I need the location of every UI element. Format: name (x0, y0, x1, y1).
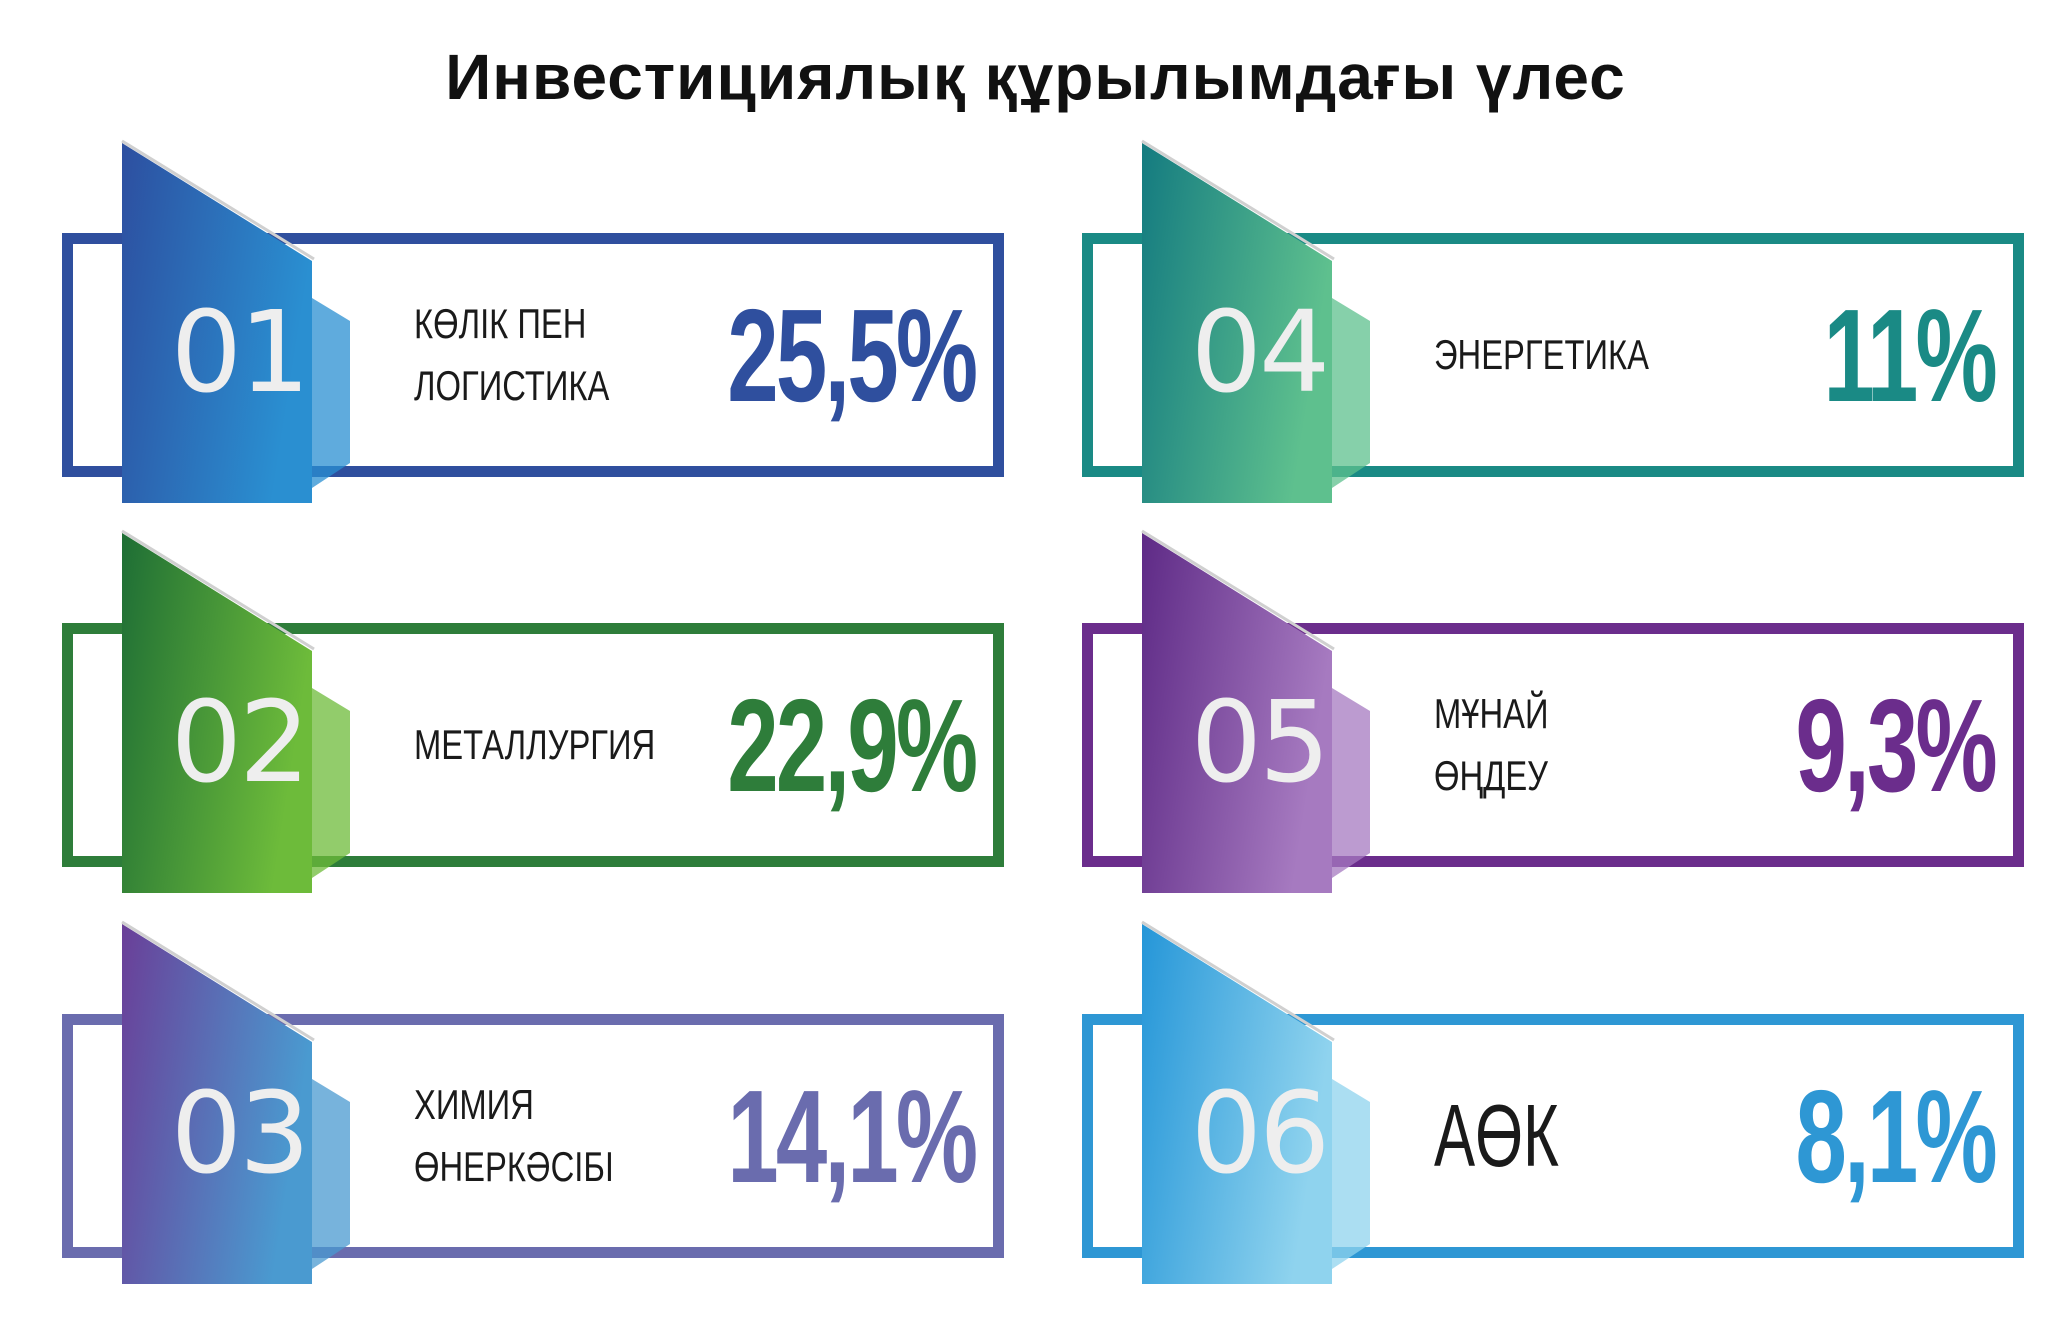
item-number: 02 (170, 678, 311, 808)
share-value: 11% (1823, 281, 1998, 429)
share-value: 22,9% (727, 671, 978, 819)
number-tab-shape (1141, 920, 1370, 1284)
sector-label: ХИМИЯ ӨНЕРКӘСІБІ (414, 1081, 614, 1190)
page-title: Инвестициялық құрылымдағы үлес (445, 41, 1626, 113)
card-frame (1082, 623, 2024, 867)
card-frame (62, 233, 1004, 477)
share-card-04: 04 ЭНЕРГЕТИКА 11% (1082, 139, 2027, 503)
card-frame (1082, 1014, 2024, 1258)
number-tab-shape (1141, 139, 1370, 503)
sector-label: ЭНЕРГЕТИКА (1434, 331, 1649, 378)
sector-label: АӨК (1434, 1086, 1559, 1185)
number-tab-shape (121, 529, 350, 893)
item-number: 04 (1190, 288, 1331, 418)
sector-label: КӨЛІК ПЕН ЛОГИСТИКА (414, 300, 610, 409)
card-frame (62, 1014, 1004, 1258)
number-tab-shape (1141, 529, 1370, 893)
share-card-03: 03 ХИМИЯ ӨНЕРКӘСІБІ 14,1% (62, 920, 1007, 1284)
item-number: 01 (170, 288, 311, 418)
share-value: 25,5% (727, 281, 978, 429)
number-tab-shape (121, 920, 350, 1284)
card-frame (62, 623, 1004, 867)
share-card-01: 01 КӨЛІК ПЕН ЛОГИСТИКА 25,5% (62, 139, 1007, 503)
item-number: 03 (170, 1069, 311, 1199)
sector-label: МЕТАЛЛУРГИЯ (414, 721, 656, 768)
sector-label: МҰНАЙ ӨҢДЕУ (1434, 690, 1549, 799)
item-number: 06 (1190, 1069, 1331, 1199)
share-card-06: 06 АӨК 8,1% (1082, 920, 2027, 1284)
share-value: 14,1% (727, 1062, 978, 1210)
share-value: 9,3% (1795, 671, 1998, 819)
share-card-05: 05 МҰНАЙ ӨҢДЕУ 9,3% (1082, 529, 2027, 893)
number-tab-shape (121, 139, 350, 503)
share-value: 8,1% (1795, 1062, 1998, 1210)
card-frame (1082, 233, 2024, 477)
share-card-02: 02 МЕТАЛЛУРГИЯ 22,9% (62, 529, 1007, 893)
item-number: 05 (1190, 678, 1331, 808)
